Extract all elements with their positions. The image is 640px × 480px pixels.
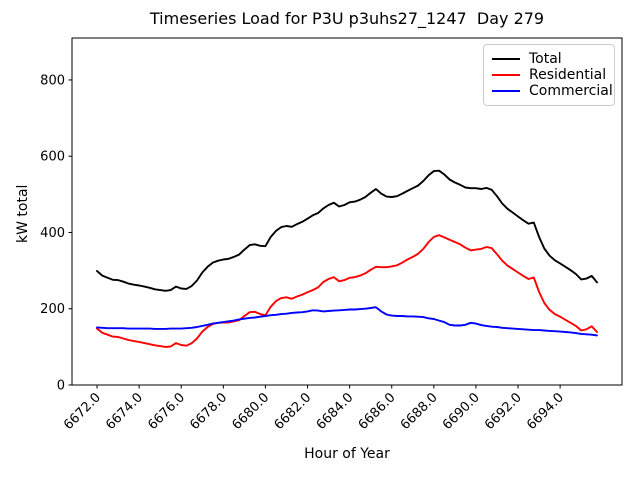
x-tick-label: 6680.0: [229, 390, 272, 433]
legend-item-total: Total: [492, 51, 606, 67]
legend: Total Residential Commercial: [483, 44, 615, 106]
legend-line-sample-total: [492, 58, 520, 60]
legend-item-commercial: Commercial: [492, 83, 613, 99]
x-tick-label: 6674.0: [103, 390, 146, 433]
x-tick-label: 6676.0: [145, 390, 188, 433]
y-tick-label: 400: [40, 226, 65, 241]
x-tick-label: 6686.0: [356, 390, 399, 433]
y-tick-label: 200: [40, 302, 65, 317]
legend-line-sample-residential: [492, 74, 520, 76]
y-axis-label: kW total: [15, 184, 31, 243]
axes-frame: [71, 37, 623, 386]
legend-item-residential: Residential: [492, 67, 606, 83]
chart-title: Timeseries Load for P3U p3uhs27_1247 Day…: [149, 9, 545, 28]
x-axis-label: Hour of Year: [304, 446, 390, 462]
series-line-residential: [96, 234, 598, 348]
series-line-commercial: [96, 306, 598, 337]
x-tick-label: 6688.0: [398, 390, 441, 433]
x-tick-label: 6684.0: [314, 390, 357, 433]
x-tick-label: 6672.0: [61, 390, 104, 433]
y-tick-label: 0: [57, 379, 65, 394]
legend-label-residential: Residential: [529, 67, 607, 83]
series-line-total: [96, 169, 598, 292]
x-tick-label: 6694.0: [524, 390, 567, 433]
legend-label-total: Total: [529, 51, 562, 67]
legend-label-commercial: Commercial: [529, 83, 613, 99]
x-tick-label: 6692.0: [482, 390, 525, 433]
x-tick-label: 6682.0: [272, 390, 315, 433]
y-tick-label: 800: [40, 73, 65, 88]
x-tick-label: 6678.0: [187, 390, 230, 433]
x-tick-label: 6690.0: [440, 390, 483, 433]
legend-line-sample-commercial: [492, 90, 520, 92]
y-tick-label: 600: [40, 150, 65, 165]
